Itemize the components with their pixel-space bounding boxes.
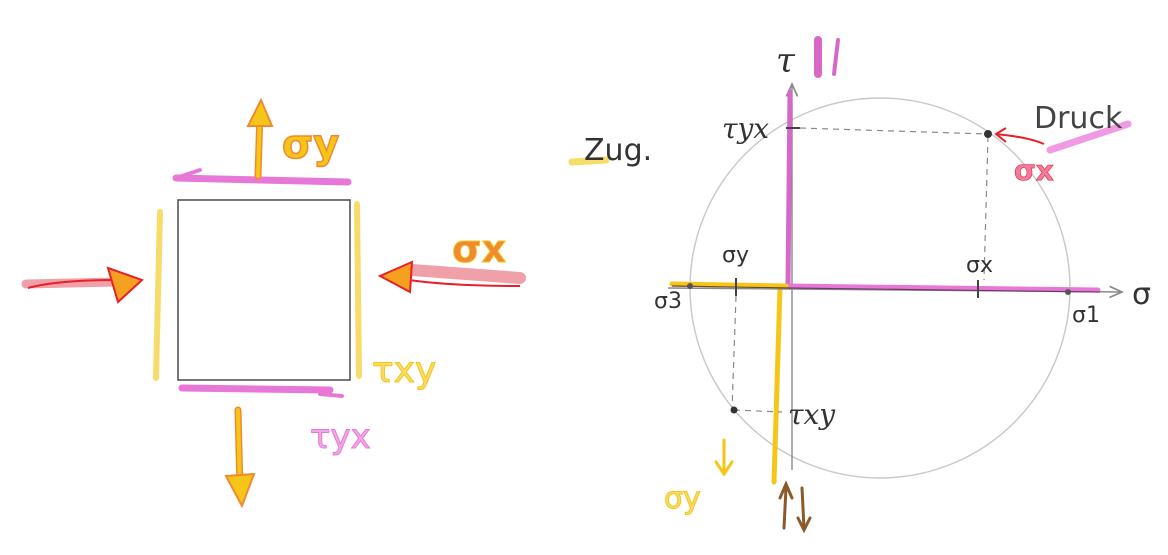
sigma-x-right-label: σx (452, 227, 506, 271)
bottom-shear-pink (178, 384, 334, 394)
compression-legend-label: Druck (1034, 101, 1123, 136)
bottom-shear-direction-arrows (778, 480, 812, 534)
sigma-y-bottom-arrow (224, 406, 256, 509)
sigma-axis-label: σ (1132, 277, 1151, 312)
point-x (984, 130, 992, 138)
sigma-y-lower-label: σy (664, 481, 701, 516)
left-shear-yellow (153, 209, 163, 381)
right-shear-yellow (354, 201, 362, 379)
mohr-circle-diagram: τ τyx τxy σx σy σ1 σ3 σ Druck σx σy (654, 36, 1151, 534)
tau-pink-mark-2 (832, 38, 840, 76)
tension-legend: Zug. (568, 133, 652, 168)
tau-yx-bottom-label: τyx (310, 417, 371, 457)
tau-axis-label: τ (776, 41, 796, 81)
compression-pointer-arrow (995, 133, 1045, 145)
tension-legend-swatch (568, 156, 610, 166)
sigma-y-top-label: σy (282, 122, 339, 168)
sigma-x-left-arrow (21, 266, 144, 304)
sigma-1-label: σ1 (1072, 303, 1100, 328)
tau-xy-axis-label: τxy (788, 398, 836, 431)
sigma-y-top-arrow (246, 97, 274, 180)
tau-axis-yellow-lower (771, 285, 783, 485)
sigma-x-right-arrow (377, 260, 526, 294)
tau-xy-right-label: τxy (372, 350, 436, 391)
sigma-x-axis-label: σx (966, 253, 993, 278)
tau-axis-pink-upper (785, 89, 793, 289)
sigma-3-label: σ3 (654, 289, 682, 314)
element-square (177, 199, 351, 381)
top-shear-pink (172, 174, 352, 186)
sigma-y-axis-label: σy (722, 243, 749, 268)
compression-sub-label: σx (1014, 154, 1054, 187)
tau-yx-axis-label: τyx (722, 112, 769, 145)
compression-legend-swatch (1046, 120, 1132, 154)
point-y (730, 406, 738, 414)
stress-element: σy σx τxy τyx (21, 97, 526, 509)
tension-legend-label: Zug. (584, 133, 652, 168)
sigma-axis-pink-right (785, 283, 1101, 293)
